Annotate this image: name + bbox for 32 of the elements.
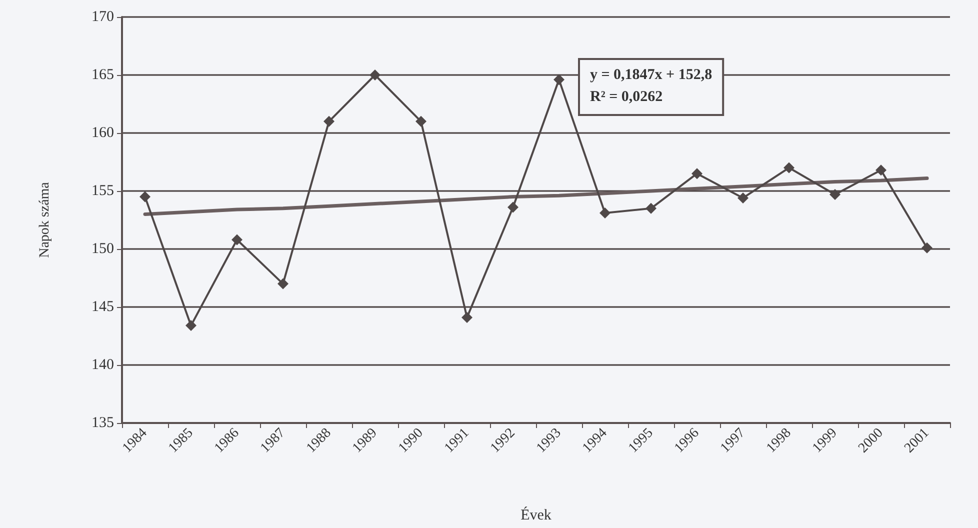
line-series [143, 176, 929, 216]
point [508, 202, 518, 213]
y-axis-title: Napok száma [38, 181, 52, 258]
x-axis-title: Évek [520, 506, 552, 524]
y-tick-label: 165 [92, 67, 114, 83]
y-tick-label: 150 [92, 241, 114, 257]
point [646, 202, 656, 214]
y-tick-label: 135 [92, 415, 114, 431]
point [738, 192, 748, 204]
point [784, 162, 794, 174]
y-tick-label: 145 [92, 299, 114, 315]
annotation: R² = 0,0262 [590, 89, 663, 105]
point [922, 242, 932, 254]
y-tick-label: 160 [92, 125, 114, 141]
point [416, 116, 426, 127]
point [876, 164, 886, 176]
point [278, 278, 288, 290]
point [554, 74, 564, 86]
point [462, 312, 472, 323]
point [232, 234, 242, 246]
x-tick-label: 1991 [442, 426, 472, 456]
point [600, 208, 610, 219]
point [140, 191, 150, 202]
point [324, 116, 334, 127]
y-tick-label: 170 [92, 9, 114, 25]
point [186, 320, 196, 332]
annotation: y = 0,1847x + 152,8 [590, 67, 712, 83]
point [692, 168, 702, 180]
y-tick-label: 155 [92, 183, 114, 199]
y-tick-label: 140 [92, 357, 114, 373]
point [830, 188, 840, 200]
point [370, 70, 380, 80]
